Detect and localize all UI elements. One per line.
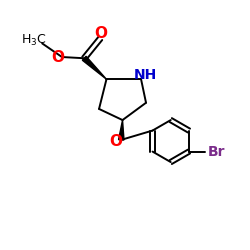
Polygon shape	[82, 56, 106, 79]
Text: O: O	[109, 134, 122, 148]
Text: Br: Br	[208, 144, 225, 158]
Text: O: O	[94, 26, 107, 40]
Polygon shape	[118, 120, 124, 140]
Text: NH: NH	[134, 68, 157, 82]
Text: H$_3$C: H$_3$C	[21, 33, 46, 48]
Text: O: O	[51, 50, 64, 64]
